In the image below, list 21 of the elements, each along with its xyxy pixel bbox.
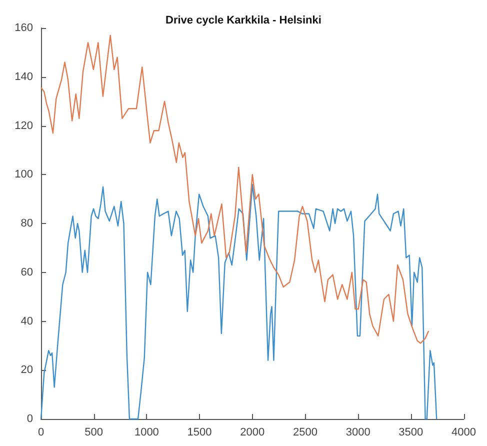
x-tick-label: 1500: [187, 426, 212, 438]
y-tick-label: 160: [14, 22, 33, 34]
x-tick-label: 0: [38, 426, 44, 438]
y-tick-label: 80: [20, 218, 33, 230]
x-tick-label: 3000: [346, 426, 370, 438]
x-tick-label: 4000: [452, 426, 476, 438]
x-tick-label: 500: [84, 426, 104, 438]
x-tick-label: 2000: [240, 426, 265, 438]
line-series: [40, 184, 438, 420]
x-tick-label: 2500: [292, 426, 318, 438]
y-tick-label: 100: [14, 168, 33, 181]
x-tick-label: 3500: [398, 426, 424, 438]
y-tick-label: 120: [14, 120, 33, 132]
y-tick-label: 140: [14, 70, 33, 83]
y-tick-label: 0: [26, 413, 33, 425]
line-series: [40, 34, 430, 344]
chart-title: Drive cycle Karkkila - Helsinki: [166, 14, 322, 26]
x-tick-label: 1000: [134, 426, 159, 438]
y-tick-label: 20: [20, 364, 33, 376]
y-tick-label: 40: [20, 315, 33, 328]
y-tick-label: 60: [20, 266, 33, 278]
